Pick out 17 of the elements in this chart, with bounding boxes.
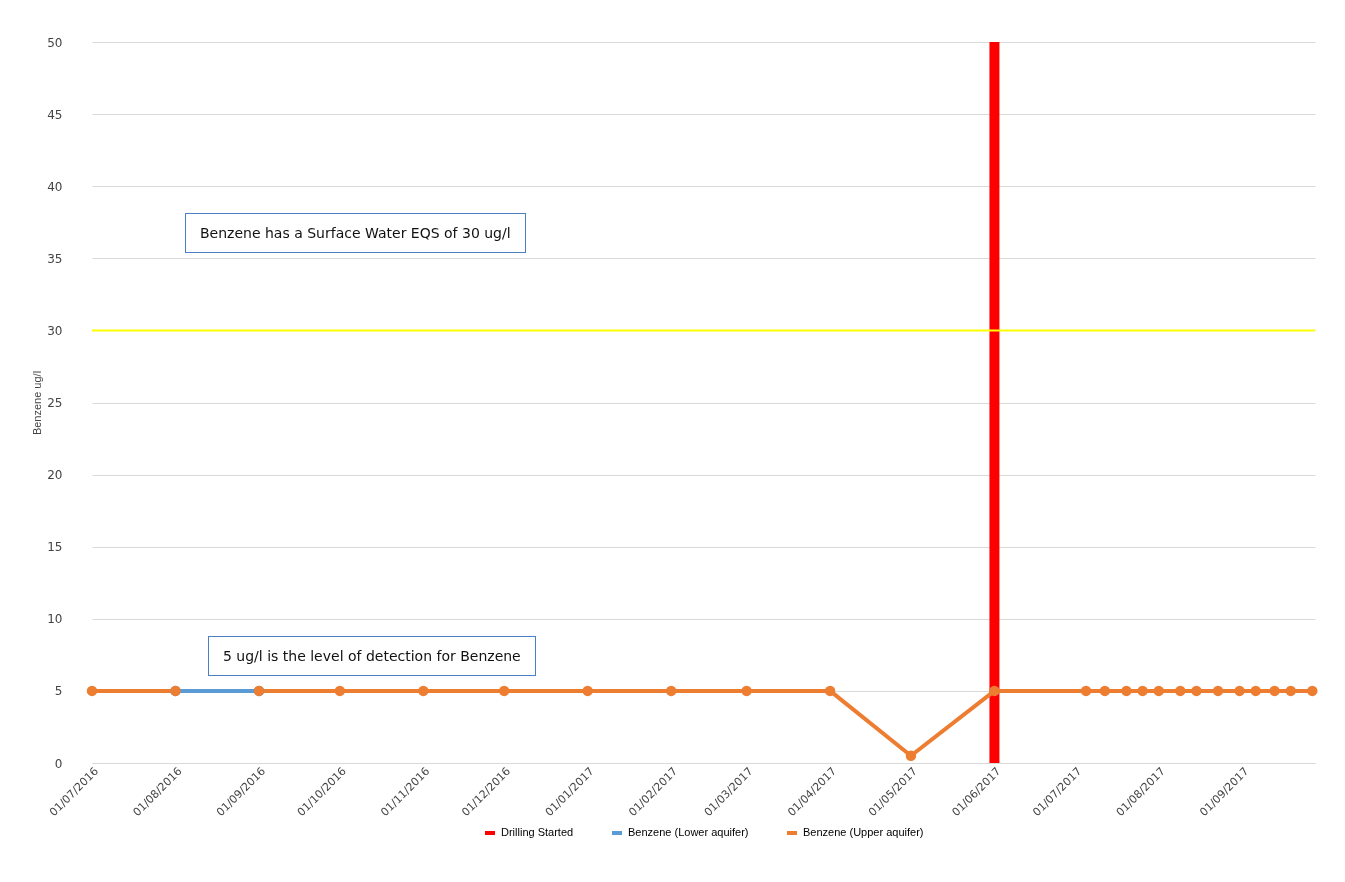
y-tick-label: 0 bbox=[54, 756, 63, 771]
y-tick-label: 25 bbox=[47, 396, 63, 410]
y-tick-label: 5 bbox=[54, 684, 63, 699]
legend-label: Benzene (Lower aquifer) bbox=[628, 826, 749, 838]
legend-label: Benzene (Upper aquifer) bbox=[803, 826, 924, 838]
y-tick-label: 35 bbox=[47, 251, 63, 266]
y-tick-label: 50 bbox=[47, 35, 63, 50]
annotation: Benzene has a Surface Water EQS of 30 ug/l bbox=[185, 213, 526, 253]
legend-label: Drilling Started bbox=[501, 826, 574, 838]
y-tick-label: 10 bbox=[47, 612, 63, 627]
y-tick-label: 30 bbox=[47, 323, 63, 338]
annotation: 5 ug/l is the level of detection for Benzene bbox=[208, 636, 536, 676]
y-tick-label: 45 bbox=[47, 107, 63, 122]
y-tick-label: 40 bbox=[47, 179, 63, 194]
y-tick-label: 15 bbox=[47, 540, 63, 555]
y-tick-label: 20 bbox=[47, 468, 63, 483]
y-axis-title: Benzene ug/l bbox=[31, 370, 44, 436]
